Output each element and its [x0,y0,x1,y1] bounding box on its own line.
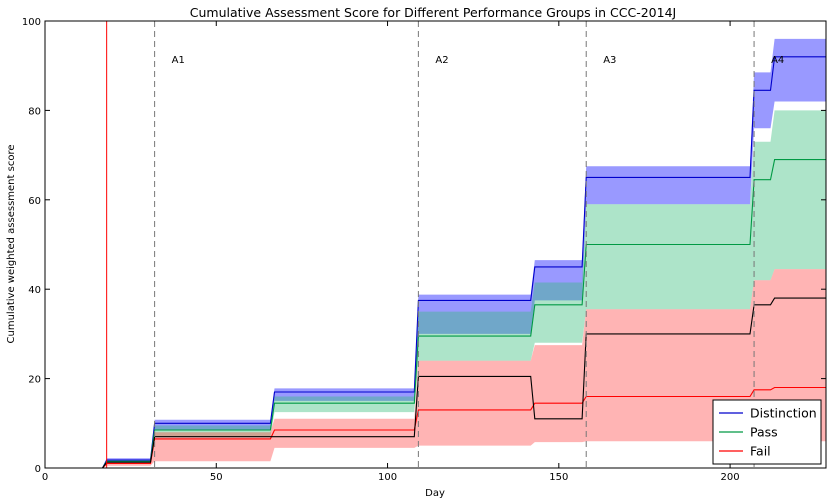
plot-area: A1 A2 A3 A4 0 50 100 150 200 0 20 40 60 80 100 [22,17,827,483]
assessment-label-a1: A1 [172,55,185,66]
x-tick-label: 200 [721,472,740,483]
legend-label-distinction: Distinction [750,406,817,421]
plot-frame [44,20,827,469]
assessment-label-a4: A4 [771,55,784,66]
band-pass [45,110,826,468]
legend-label-pass: Pass [750,425,778,440]
x-tick-label: 0 [42,472,48,483]
y-tick-label: 20 [28,375,41,386]
assessment-label-a2: A2 [435,55,448,66]
legend-box [712,399,822,465]
chart-title: Cumulative Assessment Score for Differen… [190,5,676,20]
line-fail [45,386,826,468]
y-tick-label: 100 [22,17,41,28]
y-axis-label: Cumulative weighted assessment score [6,145,17,344]
y-tick-label: 40 [28,285,41,296]
x-tick-label: 50 [210,472,223,483]
y-tick-label: 60 [28,196,41,207]
x-axis-label: Day [425,488,445,499]
y-tick-label: 80 [28,106,41,117]
legend-label-fail: Fail [750,444,771,459]
line-series-3 [45,297,826,468]
plot-clip-group [45,38,826,468]
x-tick-label: 100 [378,472,397,483]
legend: Distinction Pass Fail [712,399,822,465]
x-tick-label: 150 [549,472,568,483]
assessment-label-a3: A3 [603,55,616,66]
y-tick-label: 0 [35,464,41,475]
band-fail [45,269,826,468]
